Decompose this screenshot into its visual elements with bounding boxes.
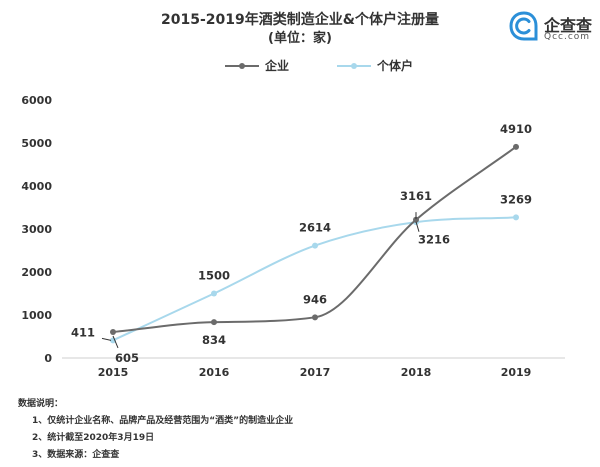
y-tick-label: 4000 <box>21 180 52 193</box>
enterprise-data-label: 605 <box>115 351 139 365</box>
individual-data-label: 3161 <box>400 189 432 203</box>
individual-data-label: 411 <box>71 325 95 339</box>
enterprise-data-label: 4910 <box>500 122 532 136</box>
enterprise-data-point <box>312 314 318 321</box>
individual-data-label: 1500 <box>198 269 230 283</box>
data-notes: 数据说明： 1、仅统计企业名称、品牌产品及经营范围为“酒类”的制造业企业 2、统… <box>18 396 293 464</box>
label-leader-line <box>101 337 112 341</box>
enterprise-data-point <box>413 216 419 223</box>
enterprise-data-label: 834 <box>202 333 226 347</box>
y-tick-label: 6000 <box>21 94 52 107</box>
enterprise-data-point <box>211 319 217 326</box>
individual-data-point <box>513 214 519 221</box>
legend-label: 个体户 <box>376 58 413 73</box>
y-tick-label: 5000 <box>21 137 52 150</box>
logo-domain: Qcc.com <box>544 32 591 42</box>
chart-title: 2015-2019年酒类制造企业&个体户注册量 <box>161 12 439 28</box>
x-tick-label: 2017 <box>300 366 331 379</box>
y-tick-label: 1000 <box>21 309 52 322</box>
enterprise-data-point <box>513 143 519 150</box>
note-item: 1、仅统计企业名称、品牌产品及经营范围为“酒类”的制造业企业 <box>32 416 294 426</box>
axes: 0 1000 2000 3000 4000 5000 6000 2015 2016 2017 201… <box>21 94 565 379</box>
individual-data-point <box>211 290 217 297</box>
logo-name: 企查查 <box>544 16 593 35</box>
x-tick-label: 2018 <box>401 366 432 379</box>
enterprise-data-label: 3216 <box>418 233 450 247</box>
brand-logo: 企查查 Qcc.com <box>508 10 598 50</box>
chart-subtitle: (单位：家) <box>268 31 332 46</box>
legend-swatch-marker <box>239 63 245 69</box>
individual-data-point <box>312 242 318 249</box>
individual-series-line <box>112 216 517 342</box>
x-tick-label: 2015 <box>98 366 129 379</box>
legend-swatch-marker <box>351 63 357 69</box>
individual-data-label: 2614 <box>299 221 331 235</box>
enterprise-series-line <box>112 146 517 333</box>
legend-label: 企业 <box>264 58 289 73</box>
enterprise-data-label: 946 <box>303 292 327 306</box>
note-item: 2、统计截至2020年3月19日 <box>32 433 155 443</box>
data-labels: 605 834 946 3216 4910 411 1500 2614 3161 3269 <box>71 122 532 365</box>
qcc-logo-icon <box>509 11 538 41</box>
enterprise-data-point <box>110 328 116 335</box>
note-item: 3、数据来源：企查查 <box>32 450 120 460</box>
y-tick-label: 3000 <box>21 223 52 236</box>
x-tick-label: 2019 <box>501 366 532 379</box>
x-tick-label: 2016 <box>199 366 230 379</box>
individual-data-label: 3269 <box>500 192 532 206</box>
label-leader-line <box>415 221 420 232</box>
y-tick-label: 2000 <box>21 266 52 279</box>
notes-heading: 数据说明： <box>18 399 64 409</box>
y-tick-label: 0 <box>44 352 52 365</box>
legend: 企业 个体户 <box>225 58 413 73</box>
label-leader-line <box>112 335 119 349</box>
series-layer <box>110 143 519 344</box>
